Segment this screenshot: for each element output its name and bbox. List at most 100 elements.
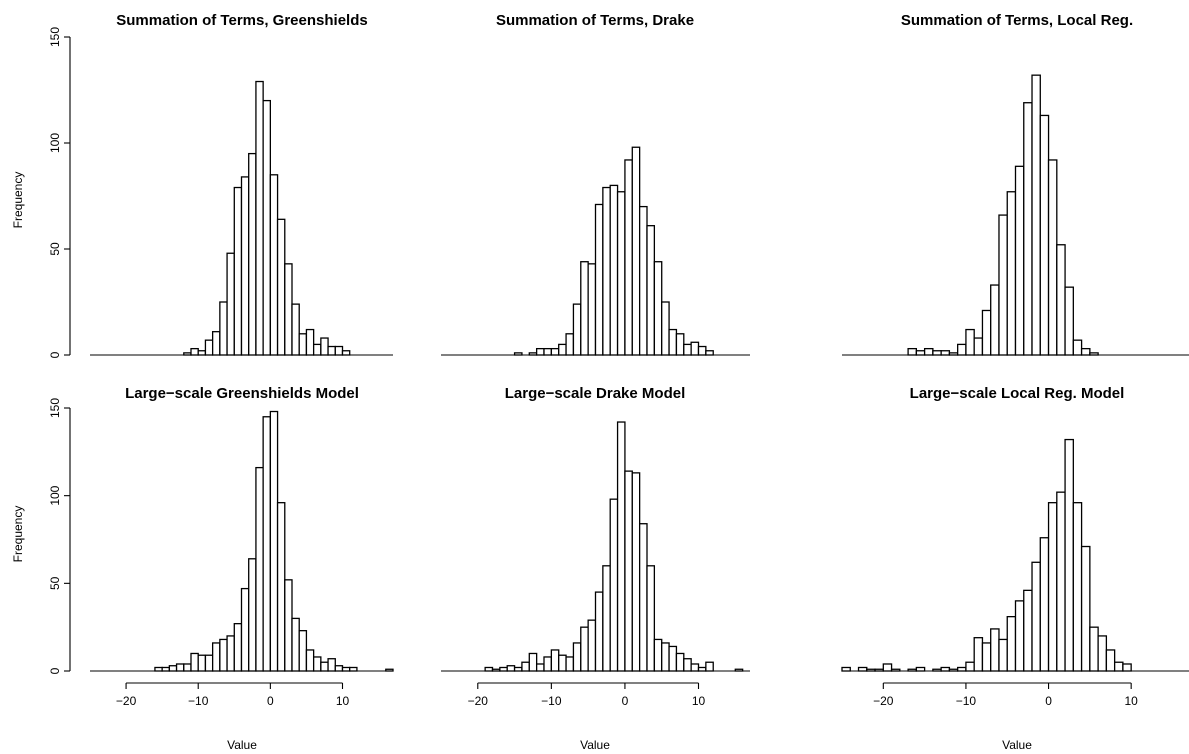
histogram-bar (1039, 114, 1050, 356)
y-axis-label: Frequency (11, 172, 25, 229)
histogram-bar (211, 331, 221, 356)
histogram-bar (1072, 502, 1083, 672)
histogram-bar (211, 642, 221, 672)
y-tick-label: 50 (48, 576, 62, 590)
panel-summation-drake: Summation of Terms, Drake (441, 12, 750, 356)
histogram-bar (312, 343, 322, 356)
histogram-bar (248, 152, 257, 356)
histogram-bar (1113, 661, 1124, 672)
histogram-bar (1105, 649, 1116, 672)
histogram-bar (1080, 347, 1091, 356)
histogram-bar (233, 186, 243, 356)
histogram-bar (990, 284, 1000, 356)
histogram-bar (653, 638, 663, 672)
histogram-bar (1023, 589, 1033, 672)
histogram-bar (1080, 545, 1091, 672)
histogram-bar (535, 347, 545, 356)
panel-title: Summation of Terms, Local Reg. (901, 12, 1133, 29)
y-tick-label: 150 (48, 27, 62, 47)
histogram-bar (291, 617, 300, 672)
histogram-bar (580, 626, 589, 672)
histogram-bar (255, 80, 264, 356)
histogram-bar (1047, 159, 1058, 356)
bars (90, 410, 394, 672)
histogram-bar (1056, 244, 1066, 356)
histogram-bar (219, 301, 228, 356)
histogram-bar (1031, 561, 1041, 672)
panel-title: Summation of Terms, Greenshields (116, 12, 367, 29)
histogram-bar (183, 663, 192, 672)
histogram-bar (305, 328, 315, 356)
histogram-bar (334, 665, 344, 672)
histogram-bar (558, 654, 567, 672)
histogram-bar (255, 466, 264, 672)
y-tick-label: 0 (48, 667, 62, 674)
panel-title: Summation of Terms, Drake (496, 12, 694, 29)
histogram-bar (587, 263, 597, 356)
histogram-bar (204, 654, 214, 672)
histogram-bar (638, 205, 648, 356)
x-tick-label: −10 (541, 694, 562, 708)
histogram-bar (269, 174, 279, 356)
histogram-bar (690, 341, 700, 356)
histogram-bar (565, 656, 575, 672)
histogram-bar (668, 328, 678, 356)
histogram-bar (981, 642, 992, 672)
histogram-bar (594, 591, 604, 672)
histogram-bar (587, 619, 597, 672)
histogram-bar (284, 579, 293, 672)
bars (90, 80, 393, 356)
histogram-bar (624, 470, 633, 672)
histogram-bar (697, 345, 707, 356)
histogram-bar (668, 645, 678, 672)
histogram-bar (327, 345, 336, 356)
y-tick-label: 100 (48, 133, 62, 153)
histogram-bar (240, 587, 250, 672)
histogram-bar (1014, 165, 1025, 356)
x-tick-label: 10 (336, 694, 350, 708)
histogram-bar (1039, 537, 1050, 672)
histogram-bar (320, 661, 329, 672)
histogram-bar (262, 99, 272, 356)
histogram-bar (305, 649, 315, 672)
histogram-bar (284, 263, 293, 356)
histogram-bar (973, 337, 984, 356)
histogram-bar (646, 565, 656, 672)
histogram-bar (1006, 191, 1017, 356)
histogram-bar (197, 350, 207, 356)
histogram-bar (907, 347, 918, 356)
histogram-bar (609, 184, 619, 356)
histogram-bar (683, 658, 692, 672)
histogram-bar (312, 656, 322, 672)
histogram-bar (1072, 339, 1083, 356)
histogram-bar (965, 661, 975, 672)
histogram-bar (683, 343, 692, 356)
histogram-bar (940, 350, 951, 356)
histogram-bar (233, 623, 243, 672)
histogram-bar (638, 523, 648, 672)
histogram-bar (1064, 286, 1074, 356)
histogram-bar (1097, 635, 1108, 672)
histogram-bar (226, 252, 235, 356)
histogram-bar (1089, 626, 1099, 672)
histogram-bar (1056, 491, 1066, 672)
x-tick-label: −20 (116, 694, 137, 708)
histogram-bar (269, 410, 279, 672)
x-axis: −20 −10 0 10 (116, 682, 350, 708)
x-axis: −20 −10 0 10 (468, 682, 705, 708)
histogram-bar (298, 333, 308, 356)
panel-large-scale-drake: Large−scale Drake Model Value −20 −10 0 10 (441, 385, 750, 752)
histogram-bar (543, 347, 553, 356)
histogram-bar (1023, 102, 1033, 356)
histogram-bar (204, 339, 214, 356)
histogram-bar (690, 663, 700, 672)
x-tick-label: −10 (188, 694, 209, 708)
x-tick-label: 0 (622, 694, 629, 708)
histogram-bar (981, 309, 992, 356)
bars (842, 74, 1189, 356)
histogram-bar (262, 416, 272, 672)
histogram-bar (631, 472, 641, 672)
panel-title: Large−scale Local Reg. Model (910, 385, 1125, 402)
histogram-bar (705, 350, 714, 356)
histogram-bar (616, 421, 626, 672)
